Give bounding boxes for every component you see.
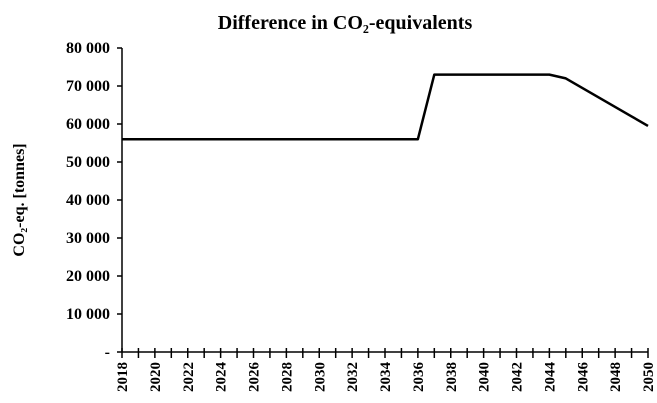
chart-title: Difference in CO₂-equivalents <box>218 12 473 34</box>
x-tick-label: 2036 <box>411 362 427 393</box>
y-tick-label: 10 000 <box>66 306 110 323</box>
y-tick-label: - <box>105 344 110 361</box>
x-tick-label: 2034 <box>378 362 394 393</box>
x-tick-label: 2046 <box>575 362 591 393</box>
y-tick-label: 60 000 <box>66 116 110 133</box>
y-tick-label: 80 000 <box>66 40 110 57</box>
y-tick-label: 40 000 <box>66 192 110 209</box>
x-tick-label: 2038 <box>444 362 460 392</box>
x-tick-label: 2030 <box>312 362 328 392</box>
x-tick-label: 2040 <box>477 362 493 392</box>
data-line <box>122 73 649 141</box>
x-tick-label: 2024 <box>214 362 230 393</box>
x-tick-label: 2050 <box>641 362 657 392</box>
y-axis-label: CO₂-eq. [tonnes] <box>11 143 28 256</box>
y-tick-label: 50 000 <box>66 154 110 171</box>
y-tick-label: 30 000 <box>66 230 110 247</box>
x-tick-label: 2022 <box>181 362 197 392</box>
x-tick-label: 2020 <box>148 362 164 392</box>
x-tick-label: 2026 <box>247 362 263 393</box>
x-tick-label: 2018 <box>115 362 131 392</box>
x-tick-label: 2028 <box>279 362 295 392</box>
x-tick-label: 2048 <box>608 362 624 392</box>
x-tick-label: 2032 <box>345 362 361 392</box>
x-tick-label: 2044 <box>542 362 558 393</box>
x-tick-label: 2042 <box>510 362 526 392</box>
y-tick-label: 20 000 <box>66 268 110 285</box>
y-tick-label: 70 000 <box>66 78 110 95</box>
